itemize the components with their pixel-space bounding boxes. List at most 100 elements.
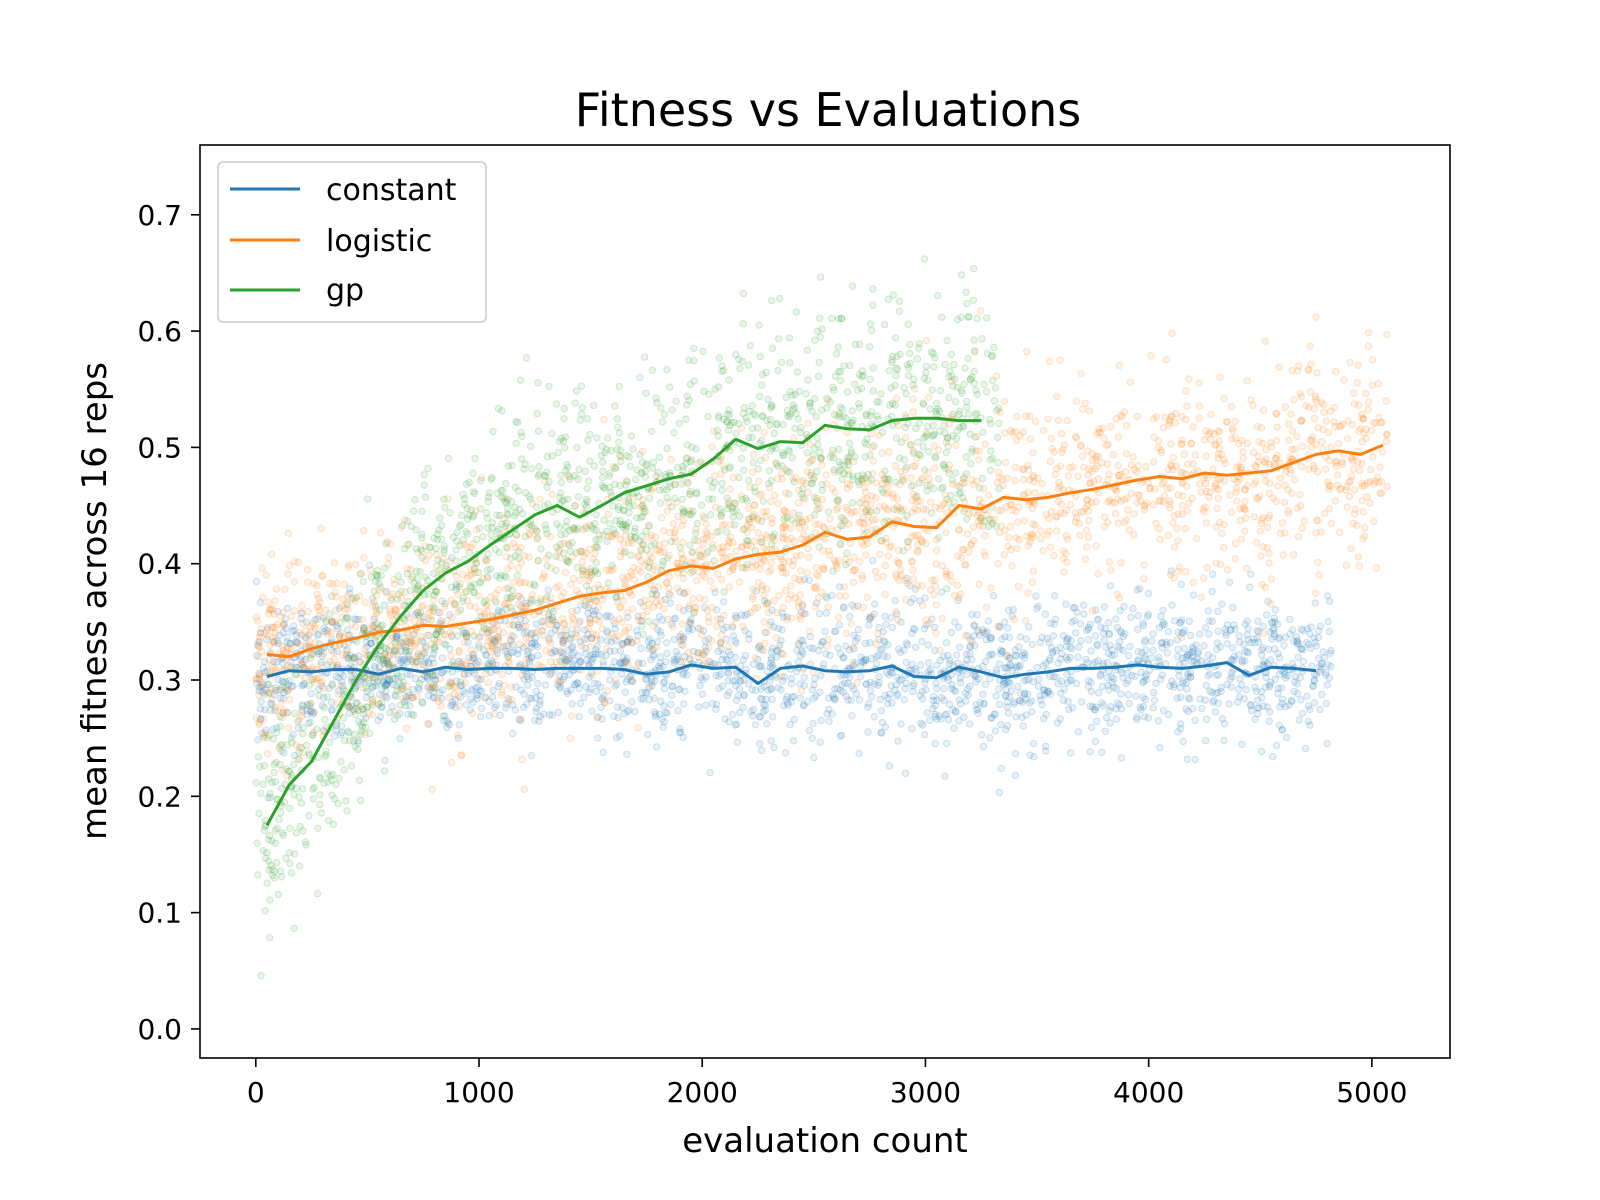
scatter-point	[1117, 629, 1126, 637]
scatter-point	[1243, 617, 1251, 625]
scatter-point	[1239, 454, 1248, 463]
scatter-point	[385, 554, 393, 562]
scatter-point	[1015, 662, 1023, 671]
scatter-point	[1222, 631, 1230, 640]
scatter-point	[1354, 553, 1362, 561]
scatter-point	[467, 685, 476, 693]
scatter-point	[1187, 648, 1195, 657]
scatter-point	[389, 680, 397, 688]
scatter-point	[1174, 510, 1182, 518]
scatter-point	[623, 608, 631, 617]
scatter-point	[869, 301, 877, 309]
scatter-point	[1226, 675, 1235, 683]
scatter-point	[1263, 523, 1272, 531]
scatter-point	[717, 670, 725, 678]
scatter-point	[1345, 492, 1354, 501]
scatter-point	[844, 696, 852, 704]
scatter-point	[947, 350, 955, 359]
scatter-point	[459, 570, 467, 578]
scatter-point	[1072, 492, 1080, 500]
scatter-point	[270, 691, 278, 699]
scatter-point	[1382, 437, 1390, 446]
scatter-point	[504, 695, 512, 703]
scatter-point	[1084, 501, 1092, 509]
scatter-point	[739, 289, 747, 298]
scatter-point	[1176, 693, 1185, 702]
scatter-point	[902, 596, 910, 604]
scatter-point	[1253, 696, 1262, 704]
scatter-point	[1084, 683, 1093, 691]
scatter-point	[1347, 544, 1355, 553]
scatter-point	[1045, 357, 1054, 366]
scatter-point	[975, 484, 984, 492]
scatter-point	[509, 632, 518, 641]
scatter-point	[781, 586, 790, 595]
scatter-point	[797, 551, 805, 559]
scatter-point	[1313, 516, 1321, 525]
scatter-point	[1227, 508, 1236, 516]
scatter-point	[603, 537, 611, 545]
scatter-point	[1276, 474, 1285, 482]
scatter-point	[265, 689, 273, 697]
scatter-point	[1137, 668, 1145, 676]
scatter-point	[467, 695, 475, 703]
scatter-point	[679, 516, 688, 525]
scatter-point	[924, 448, 933, 456]
scatter-point	[849, 658, 857, 666]
scatter-point	[492, 701, 500, 709]
scatter-point	[1100, 659, 1108, 667]
scatter-point	[987, 633, 995, 642]
scatter-point	[963, 650, 971, 658]
scatter-point	[1143, 612, 1152, 621]
scatter-point	[784, 701, 792, 709]
scatter-point	[812, 563, 821, 572]
scatter-point	[255, 637, 264, 645]
scatter-point	[1012, 652, 1021, 660]
scatter-point	[663, 709, 671, 717]
scatter-point	[963, 670, 971, 679]
scatter-point	[1361, 524, 1369, 532]
scatter-point	[943, 739, 951, 747]
scatter-point	[420, 481, 428, 489]
scatter-point	[848, 712, 856, 720]
scatter-point	[594, 713, 602, 721]
scatter-point	[929, 484, 938, 493]
scatter-point	[1247, 701, 1255, 710]
scatter-point	[837, 376, 845, 385]
scatter-point	[554, 677, 562, 685]
scatter-point	[252, 714, 261, 722]
scatter-point	[731, 614, 739, 622]
scatter-point	[887, 614, 895, 622]
scatter-point	[1091, 632, 1100, 640]
scatter-point	[1315, 571, 1323, 579]
scatter-point	[548, 490, 556, 499]
scatter-point	[1139, 575, 1148, 583]
scatter-point	[1338, 458, 1346, 466]
scatter-point	[1212, 671, 1221, 679]
scatter-point	[1025, 675, 1033, 684]
scatter-point	[1108, 673, 1116, 681]
scatter-point	[474, 683, 482, 691]
scatter-point	[1189, 648, 1197, 656]
scatter-point	[1300, 517, 1309, 525]
scatter-point	[1039, 547, 1047, 555]
scatter-point	[1230, 652, 1239, 660]
scatter-point	[292, 639, 300, 647]
scatter-point	[617, 457, 625, 466]
scatter-point	[974, 709, 982, 717]
scatter-point	[1232, 488, 1241, 496]
scatter-point	[419, 660, 427, 668]
scatter-point	[830, 627, 839, 636]
scatter-point	[385, 677, 394, 685]
scatter-point	[964, 354, 972, 363]
scatter-point	[1201, 480, 1210, 488]
scatter-point	[1372, 564, 1380, 572]
scatter-point	[777, 636, 785, 645]
scatter-point	[713, 570, 722, 578]
scatter-point	[836, 686, 845, 695]
scatter-point	[826, 515, 834, 523]
scatter-point	[397, 587, 405, 595]
scatter-point	[1091, 737, 1100, 746]
scatter-point	[1294, 367, 1302, 375]
scatter-point	[675, 603, 683, 612]
